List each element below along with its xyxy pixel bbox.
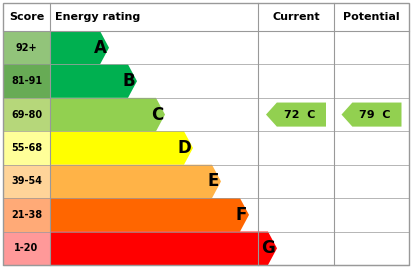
Text: Potential: Potential xyxy=(343,12,400,22)
Polygon shape xyxy=(266,103,326,126)
Bar xyxy=(3,198,50,232)
Polygon shape xyxy=(50,131,193,165)
Text: E: E xyxy=(208,172,219,191)
Polygon shape xyxy=(50,165,221,198)
Polygon shape xyxy=(50,98,165,131)
Bar xyxy=(3,98,50,131)
Text: D: D xyxy=(177,139,191,157)
Text: A: A xyxy=(94,39,107,57)
Text: Energy rating: Energy rating xyxy=(55,12,140,22)
Bar xyxy=(3,165,50,198)
Text: 39-54: 39-54 xyxy=(11,176,42,187)
Polygon shape xyxy=(50,198,249,232)
Text: Current: Current xyxy=(272,12,320,22)
Text: F: F xyxy=(236,206,247,224)
Bar xyxy=(3,131,50,165)
Text: 72  C: 72 C xyxy=(283,110,315,120)
Text: 1-20: 1-20 xyxy=(14,243,39,253)
Bar xyxy=(3,31,50,64)
Text: Score: Score xyxy=(9,12,44,22)
Bar xyxy=(3,232,50,265)
Polygon shape xyxy=(50,232,277,265)
Text: 92+: 92+ xyxy=(16,43,37,53)
Text: B: B xyxy=(122,72,135,90)
Text: G: G xyxy=(261,239,275,257)
Text: 79  C: 79 C xyxy=(359,110,391,120)
Polygon shape xyxy=(342,103,402,126)
Bar xyxy=(3,64,50,98)
Polygon shape xyxy=(50,64,137,98)
Text: 55-68: 55-68 xyxy=(11,143,42,153)
Text: 81-91: 81-91 xyxy=(11,76,42,86)
Text: C: C xyxy=(151,106,163,124)
Polygon shape xyxy=(50,31,109,64)
Text: 21-38: 21-38 xyxy=(11,210,42,220)
Text: 69-80: 69-80 xyxy=(11,110,42,120)
Bar xyxy=(3,3,409,31)
